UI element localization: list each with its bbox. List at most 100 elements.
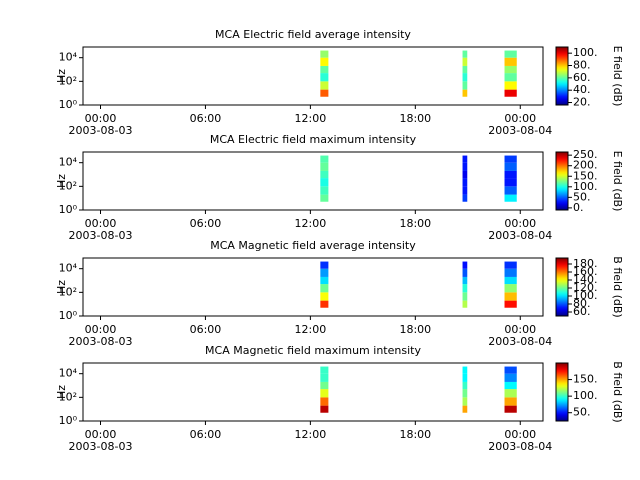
x-tick-label: 12:00 xyxy=(295,217,327,230)
colorbar-tick-label: 140. xyxy=(573,273,598,286)
spectrogram-cell xyxy=(504,300,517,308)
colorbar-tick-label: 250. xyxy=(573,148,598,161)
spectrogram-cell xyxy=(504,381,517,390)
spectrogram-cell xyxy=(504,89,517,97)
y-axis-label: Hz xyxy=(55,174,68,188)
spectrogram-cell xyxy=(462,162,468,171)
colorbar-tick-label: 100. xyxy=(573,389,598,402)
spectrogram-cell xyxy=(320,57,329,66)
y-tick-label: 10⁴ xyxy=(59,156,78,169)
spectrogram-cell xyxy=(504,81,517,90)
spectrogram-cell xyxy=(462,300,468,308)
spectrogram-cell xyxy=(504,366,517,374)
x-tick-label: 18:00 xyxy=(399,217,431,230)
x-date-label: 2003-08-04 xyxy=(488,335,552,348)
colorbar-frame xyxy=(555,257,569,317)
x-tick-label: 12:00 xyxy=(295,428,327,441)
x-date-label: 2003-08-04 xyxy=(488,124,552,137)
spectrogram-cell xyxy=(504,405,517,413)
spectrogram-cell xyxy=(504,50,517,58)
spectrogram-cell xyxy=(320,261,329,269)
colorbar-tick-label: 20. xyxy=(573,96,591,109)
spectrogram-cell xyxy=(462,178,468,187)
spectrogram-cell xyxy=(504,194,517,202)
spectrogram-cell xyxy=(504,57,517,66)
colorbar-tick-label: 150. xyxy=(573,169,598,182)
colorbar-tick-label: 60. xyxy=(573,305,591,318)
spectrogram-cell xyxy=(320,276,329,285)
panel-title: MCA Electric field average intensity xyxy=(215,28,411,41)
spectrogram-cell xyxy=(504,170,517,179)
spectrogram-cell xyxy=(462,50,468,58)
spectrogram-cell xyxy=(462,284,468,293)
spectrogram-cell xyxy=(320,292,329,301)
spectrogram-cell xyxy=(504,373,517,382)
panel-title: MCA Magnetic field average intensity xyxy=(210,239,416,252)
colorbar xyxy=(556,152,568,210)
spectrogram-cell xyxy=(320,73,329,82)
spectrogram-cell xyxy=(320,284,329,293)
colorbar-label: B field (dB) xyxy=(611,361,624,422)
spectrogram-cell xyxy=(504,65,517,74)
x-tick-label: 12:00 xyxy=(295,112,327,125)
spectrogram-cell xyxy=(462,381,468,390)
colorbar-tick-label: 80. xyxy=(573,297,591,310)
colorbar-tick-label: 100. xyxy=(573,46,598,59)
colorbar-tick-label: 80. xyxy=(573,59,591,72)
spectrogram-cell xyxy=(462,155,468,163)
spectrogram-cell xyxy=(504,155,517,163)
colorbar-tick-label: 40. xyxy=(573,83,591,96)
colorbar-tick-label: 160. xyxy=(573,265,598,278)
colorbar-tick-label: 100. xyxy=(573,180,598,193)
spectrogram-cell xyxy=(320,389,329,398)
axes-frame xyxy=(82,151,544,211)
y-axis-label: Hz xyxy=(55,280,68,294)
x-tick-label: 00:00 xyxy=(85,323,117,336)
colorbar-frame xyxy=(555,151,569,211)
spectrogram-cell xyxy=(320,300,329,308)
spectrogram-cell xyxy=(462,366,468,374)
spectrogram-cell xyxy=(320,194,329,202)
spectrogram-cell xyxy=(320,81,329,90)
spectrogram-cell xyxy=(462,186,468,195)
spectrogram-cell xyxy=(320,405,329,413)
spectrogram-cell xyxy=(462,268,468,277)
colorbar-tick-label: 50. xyxy=(573,406,591,419)
spectrogram-cell xyxy=(462,89,468,97)
x-date-label: 2003-08-03 xyxy=(69,124,133,137)
spectrogram-cell xyxy=(320,65,329,74)
y-tick-label: 10² xyxy=(59,285,77,298)
spectrogram-cell xyxy=(504,389,517,398)
spectrogram-cell xyxy=(462,170,468,179)
spectrogram-cell xyxy=(462,373,468,382)
x-tick-label: 00:00 xyxy=(504,112,536,125)
colorbar-label: E field (dB) xyxy=(611,46,624,107)
x-date-label: 2003-08-03 xyxy=(69,229,133,242)
spectrogram-cell xyxy=(504,284,517,293)
axes-frame xyxy=(82,362,544,422)
x-date-label: 2003-08-04 xyxy=(488,440,552,453)
colorbar-frame xyxy=(555,46,569,106)
y-tick-label: 10² xyxy=(59,74,77,87)
spectrogram-cell xyxy=(504,276,517,285)
spectrogram-cell xyxy=(462,57,468,66)
x-date-label: 2003-08-03 xyxy=(69,335,133,348)
colorbar-label: E field (dB) xyxy=(611,151,624,212)
spectrogram-cell xyxy=(462,194,468,202)
spectrogram-cell xyxy=(320,186,329,195)
x-date-label: 2003-08-04 xyxy=(488,229,552,242)
x-tick-label: 12:00 xyxy=(295,323,327,336)
colorbar xyxy=(556,258,568,316)
colorbar-frame xyxy=(555,362,569,422)
spectrogram-cell xyxy=(504,162,517,171)
spectrogram-cell xyxy=(320,155,329,163)
x-tick-label: 18:00 xyxy=(399,112,431,125)
spectrogram-cell xyxy=(504,186,517,195)
spectrogram-cell xyxy=(462,65,468,74)
x-tick-label: 06:00 xyxy=(190,428,222,441)
spectrogram-cell xyxy=(462,397,468,406)
y-tick-label: 10⁴ xyxy=(59,51,78,64)
spectrogram-cell xyxy=(504,178,517,187)
spectrogram-cell xyxy=(462,73,468,82)
